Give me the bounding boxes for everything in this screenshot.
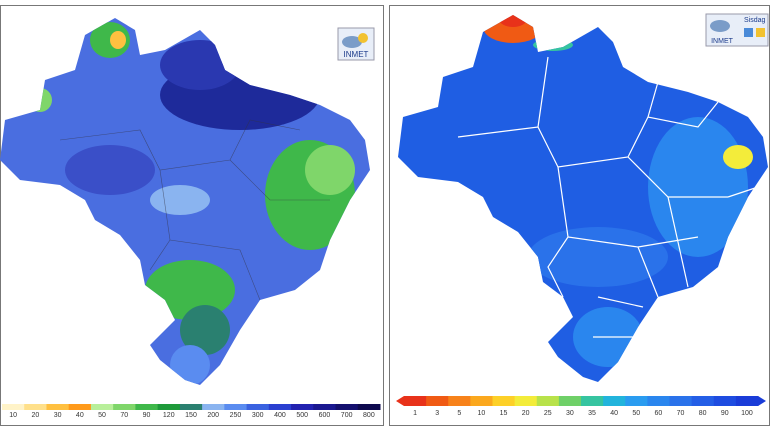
legend-swatch xyxy=(735,396,759,406)
legend-label: 100 xyxy=(741,410,753,417)
legend-swatch xyxy=(426,396,449,406)
humidity-area xyxy=(528,227,668,287)
legend-swatch xyxy=(581,396,604,406)
legend-label: 30 xyxy=(566,410,574,417)
legend-label: 1 xyxy=(413,410,417,417)
legend-label: 20 xyxy=(31,412,39,419)
legend-label: 150 xyxy=(185,412,197,419)
legend-swatch xyxy=(268,404,292,410)
legend-label: 80 xyxy=(699,410,707,417)
legend-swatch xyxy=(492,396,516,406)
rain-area xyxy=(170,345,210,385)
legend-label: 60 xyxy=(655,410,663,417)
legend-label: 700 xyxy=(341,412,353,419)
legend-swatch xyxy=(713,396,737,406)
legend-label: 15 xyxy=(500,410,508,417)
legend-label: 5 xyxy=(457,410,461,417)
legend-label: 40 xyxy=(76,412,84,419)
legend-swatch xyxy=(514,396,538,406)
legend-swatch xyxy=(157,404,181,410)
legend-label: 3 xyxy=(435,410,439,417)
legend-swatch xyxy=(2,404,25,410)
legend-label: 70 xyxy=(120,412,128,419)
legend-label: 500 xyxy=(296,412,308,419)
legend-arrow-left xyxy=(396,396,404,406)
legend-swatch xyxy=(113,404,136,410)
legend-label: 70 xyxy=(677,410,685,417)
legend-label: 50 xyxy=(98,412,106,419)
humidity-area xyxy=(499,15,527,27)
legends: 10 20 30 40 50 70 90 120 150 200 250 300 400 500 600 70… xyxy=(2,396,759,419)
legend-label: 90 xyxy=(143,412,151,419)
legend-swatch xyxy=(90,404,114,410)
legend-label: 25 xyxy=(544,410,552,417)
legend-swatch xyxy=(68,404,92,410)
right-logo: INMET Sisdag xyxy=(705,13,769,47)
legend-swatch xyxy=(669,396,693,406)
legend-swatch xyxy=(179,404,203,410)
legend-swatch xyxy=(404,396,427,406)
legend-swatch xyxy=(448,396,471,406)
legend-label: 90 xyxy=(721,410,729,417)
legend-label: 600 xyxy=(319,412,331,419)
legend-label: 10 xyxy=(9,412,17,419)
rain-area xyxy=(110,31,126,49)
legend-swatch xyxy=(603,396,626,406)
legend-label: 120 xyxy=(163,412,175,419)
legend-label: 10 xyxy=(478,410,486,417)
logo-product: Sisdag xyxy=(744,17,766,24)
legend-label: 800 xyxy=(363,412,375,419)
legend-swatch xyxy=(558,396,582,406)
legend-label: 40 xyxy=(610,410,618,417)
rain-area xyxy=(305,145,355,195)
legend-label: 250 xyxy=(230,412,242,419)
state-borders xyxy=(457,56,759,338)
rain-area xyxy=(65,145,155,195)
rain-area xyxy=(150,185,210,215)
legend-swatch xyxy=(335,404,359,410)
logo-cloud xyxy=(710,20,730,32)
legend-swatch xyxy=(313,404,337,410)
legend-label: 200 xyxy=(207,412,219,419)
rain-area xyxy=(180,305,230,355)
logo-cloud xyxy=(342,36,362,48)
state-borders xyxy=(59,119,330,301)
legend-swatch xyxy=(202,404,225,410)
legend-swatch xyxy=(24,404,47,410)
legend-label: 400 xyxy=(274,412,286,419)
rain-area xyxy=(145,260,235,320)
legend-swatch xyxy=(536,396,560,406)
logo-icon xyxy=(744,28,753,37)
legend-swatch xyxy=(647,396,670,406)
logo-sun xyxy=(358,33,368,43)
legend-swatch xyxy=(291,404,314,410)
legend-label: 20 xyxy=(522,410,530,417)
logo-text: INMET xyxy=(711,38,734,45)
left-logo: INMET xyxy=(337,27,375,61)
logo-text: INMET xyxy=(344,50,369,59)
legend-label: 300 xyxy=(252,412,264,419)
legend-label: 30 xyxy=(54,412,62,419)
legend-label: 35 xyxy=(588,410,596,417)
logo-icon xyxy=(756,28,765,37)
legend-swatch xyxy=(46,404,70,410)
legend-swatch xyxy=(135,404,159,410)
legend-label: 50 xyxy=(632,410,640,417)
legend-swatch xyxy=(246,404,270,410)
legend-swatch xyxy=(224,404,248,410)
legend-swatch xyxy=(625,396,648,406)
legend-arrow-right xyxy=(758,396,766,406)
humidity-area xyxy=(723,145,753,169)
legend-swatch xyxy=(470,396,493,406)
legend-swatch xyxy=(691,396,715,406)
legend-swatch xyxy=(357,404,381,410)
